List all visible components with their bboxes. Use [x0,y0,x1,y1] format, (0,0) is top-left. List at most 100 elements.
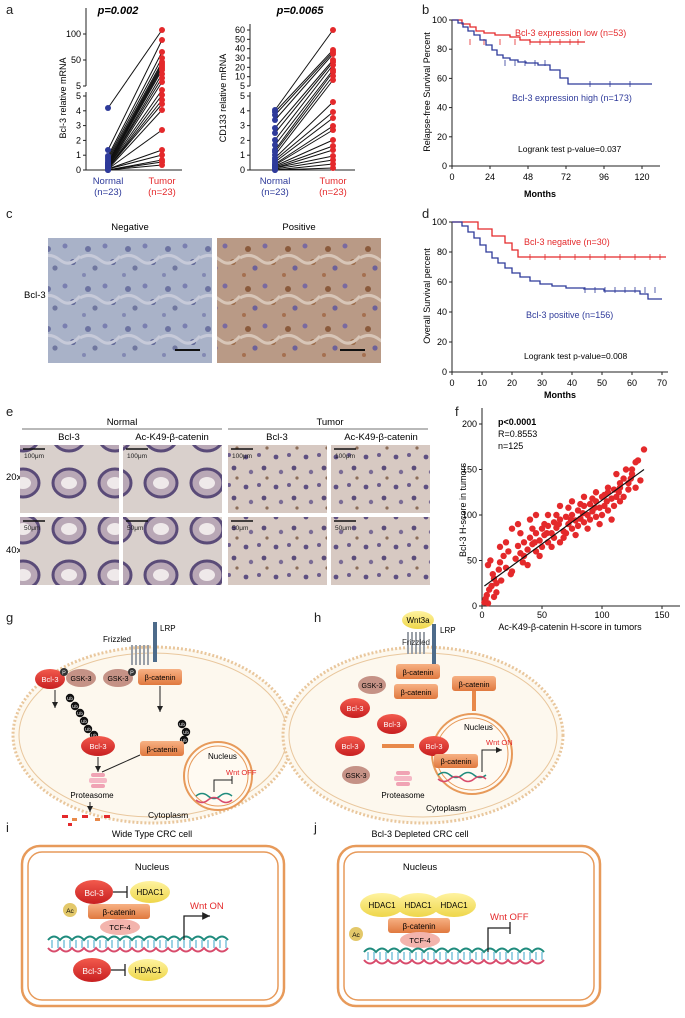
f-data-point [603,498,610,505]
a-right-bottom-tick: 0 [240,165,245,175]
j-hdac1-2 [396,893,440,917]
f-data-point [608,495,615,502]
f-data-point [622,466,630,473]
f-data-point [555,520,562,528]
panel-f-scatter: Bcl-3 H-score in tumors 0 50 100 150 0 50 100 1… [458,408,680,632]
f-data-point [536,552,543,560]
f-xtick: 100 [594,610,609,620]
b-xtick: 120 [634,172,649,182]
a-left-tumor-point [159,92,165,98]
e-img-normal-bcl3-20x [20,445,119,513]
a-right-bottom-tick: 5 [240,91,245,101]
h-nucleus-label: Nucleus [464,723,493,732]
g-ubiquitin [83,724,93,734]
a-left-tumor-point [159,49,165,55]
f-xlabel: Ac-K49-β-catenin H-score in tumors [498,622,642,632]
a-right-x-tumor-n: (n=23) [319,187,347,198]
a-left-tumor-point [159,127,165,133]
j-tcf4-label: TCF-4 [409,936,430,945]
a-right-top-tick: 40 [235,44,245,54]
i-bcat [88,904,150,919]
panel-e-ihc-grid: Normal Tumor Bcl-3 Ac-K49-β-catenin Bcl-… [6,417,430,585]
a-left-tumor-point [159,107,165,113]
f-data-point [498,577,505,584]
e-img-tumor-bcl3-40x [228,517,327,585]
b-ytick: 60 [437,73,447,83]
a-left-bottom-tick: 2 [76,135,81,145]
a-left-bottom-tick: 0 [76,165,81,175]
f-stat-p: p<0.0001 [498,417,536,427]
d-ytick: 100 [432,217,447,227]
panel-h-diagram: Wnt3a Frizzled LRP β-catenin β-catenin β… [281,611,565,825]
f-data-point [502,539,510,546]
j-hdac1-3-label: HDAC1 [440,901,468,910]
f-data-point [632,484,639,491]
f-data-point [496,559,504,566]
panel-j-diagram: Bcl-3 Depleted CRC cell Nucleus HDAC1 HD… [336,829,602,1008]
f-data-point [519,559,526,566]
f-data-point [493,580,500,587]
g-bcat-ub-label: β-catenin [147,745,178,754]
d-logrank: Logrank test p-value=0.008 [524,351,628,361]
f-data-point [568,525,576,532]
a-right-normal-point [272,137,278,143]
d-legend-positive: Bcl-3 positive (n=156) [526,310,613,320]
b-logrank: Logrank test p-value=0.037 [518,144,622,154]
j-hdac1-1 [360,893,404,917]
a-right-x-tumor: Tumor [319,176,346,187]
a-left-bottom-tick: 4 [76,106,81,116]
e-img-tumor-bcl3-20x [228,445,327,513]
i-bcl3-bottom-label: Bcl-3 [82,966,102,976]
f-data-point [512,555,519,562]
h-proteasome [394,771,412,786]
g-ubiquitin [65,693,75,703]
a-right-tumor-point [330,147,336,153]
f-data-point [496,543,504,551]
g-bcat-top [138,669,182,685]
b-ytick: 80 [437,44,447,54]
f-data-point [507,570,514,578]
panel-label-e: e [6,404,13,419]
g-lrp-receptor [153,622,157,662]
panel-b-km: Relapse-free Survival Percent 100 80 60 40 2… [422,15,660,199]
panel-label-d: d [422,206,429,221]
f-data-point [536,537,543,544]
f-data-point [526,516,534,523]
f-data-point [615,489,622,496]
panel-label-g: g [6,610,13,625]
f-data-point [610,486,618,493]
h-bcat-1 [396,664,440,679]
h-frizzled-receptor [407,632,425,654]
h-bcat-3-label: β-catenin [459,680,490,689]
f-data-point [620,475,627,482]
a-right-normal-point [272,130,278,136]
a-right-tumor-point [330,62,336,68]
h-bcat-nuc [434,754,478,768]
f-data-point [556,539,564,546]
e-scalebar-label: 50μm [127,525,143,532]
f-data-point [529,525,536,532]
h-gsk3-1 [358,676,386,694]
a-left-top-tick: 50 [71,55,81,65]
g-ubiquitin-label: Ub [77,711,83,716]
b-xtick: 72 [561,172,571,182]
g-ubiquitin-label: Ub [67,696,73,701]
e-scalebar-label: 50μm [24,525,40,532]
f-data-point [586,500,594,508]
f-ytick: 100 [462,510,477,520]
h-bcl3-2 [377,714,407,734]
g-bcl3-ub-label: Bcl-3 [89,742,106,751]
f-ytick: 0 [472,601,477,611]
a-left-bottom-tick: 3 [76,121,81,131]
f-data-point [483,591,490,599]
f-stat-r: R=0.8553 [498,429,537,439]
i-wnt-on: Wnt ON [190,901,224,912]
f-data-point [562,513,570,521]
panel-label-h: h [314,610,321,625]
f-data-point [604,507,612,514]
f-data-point [592,489,600,496]
a-left-pvalue: p=0.002 [97,5,139,17]
j-tcf4 [400,932,440,948]
e-scalebar-label: 100μm [24,453,44,460]
g-fragments [62,815,110,826]
